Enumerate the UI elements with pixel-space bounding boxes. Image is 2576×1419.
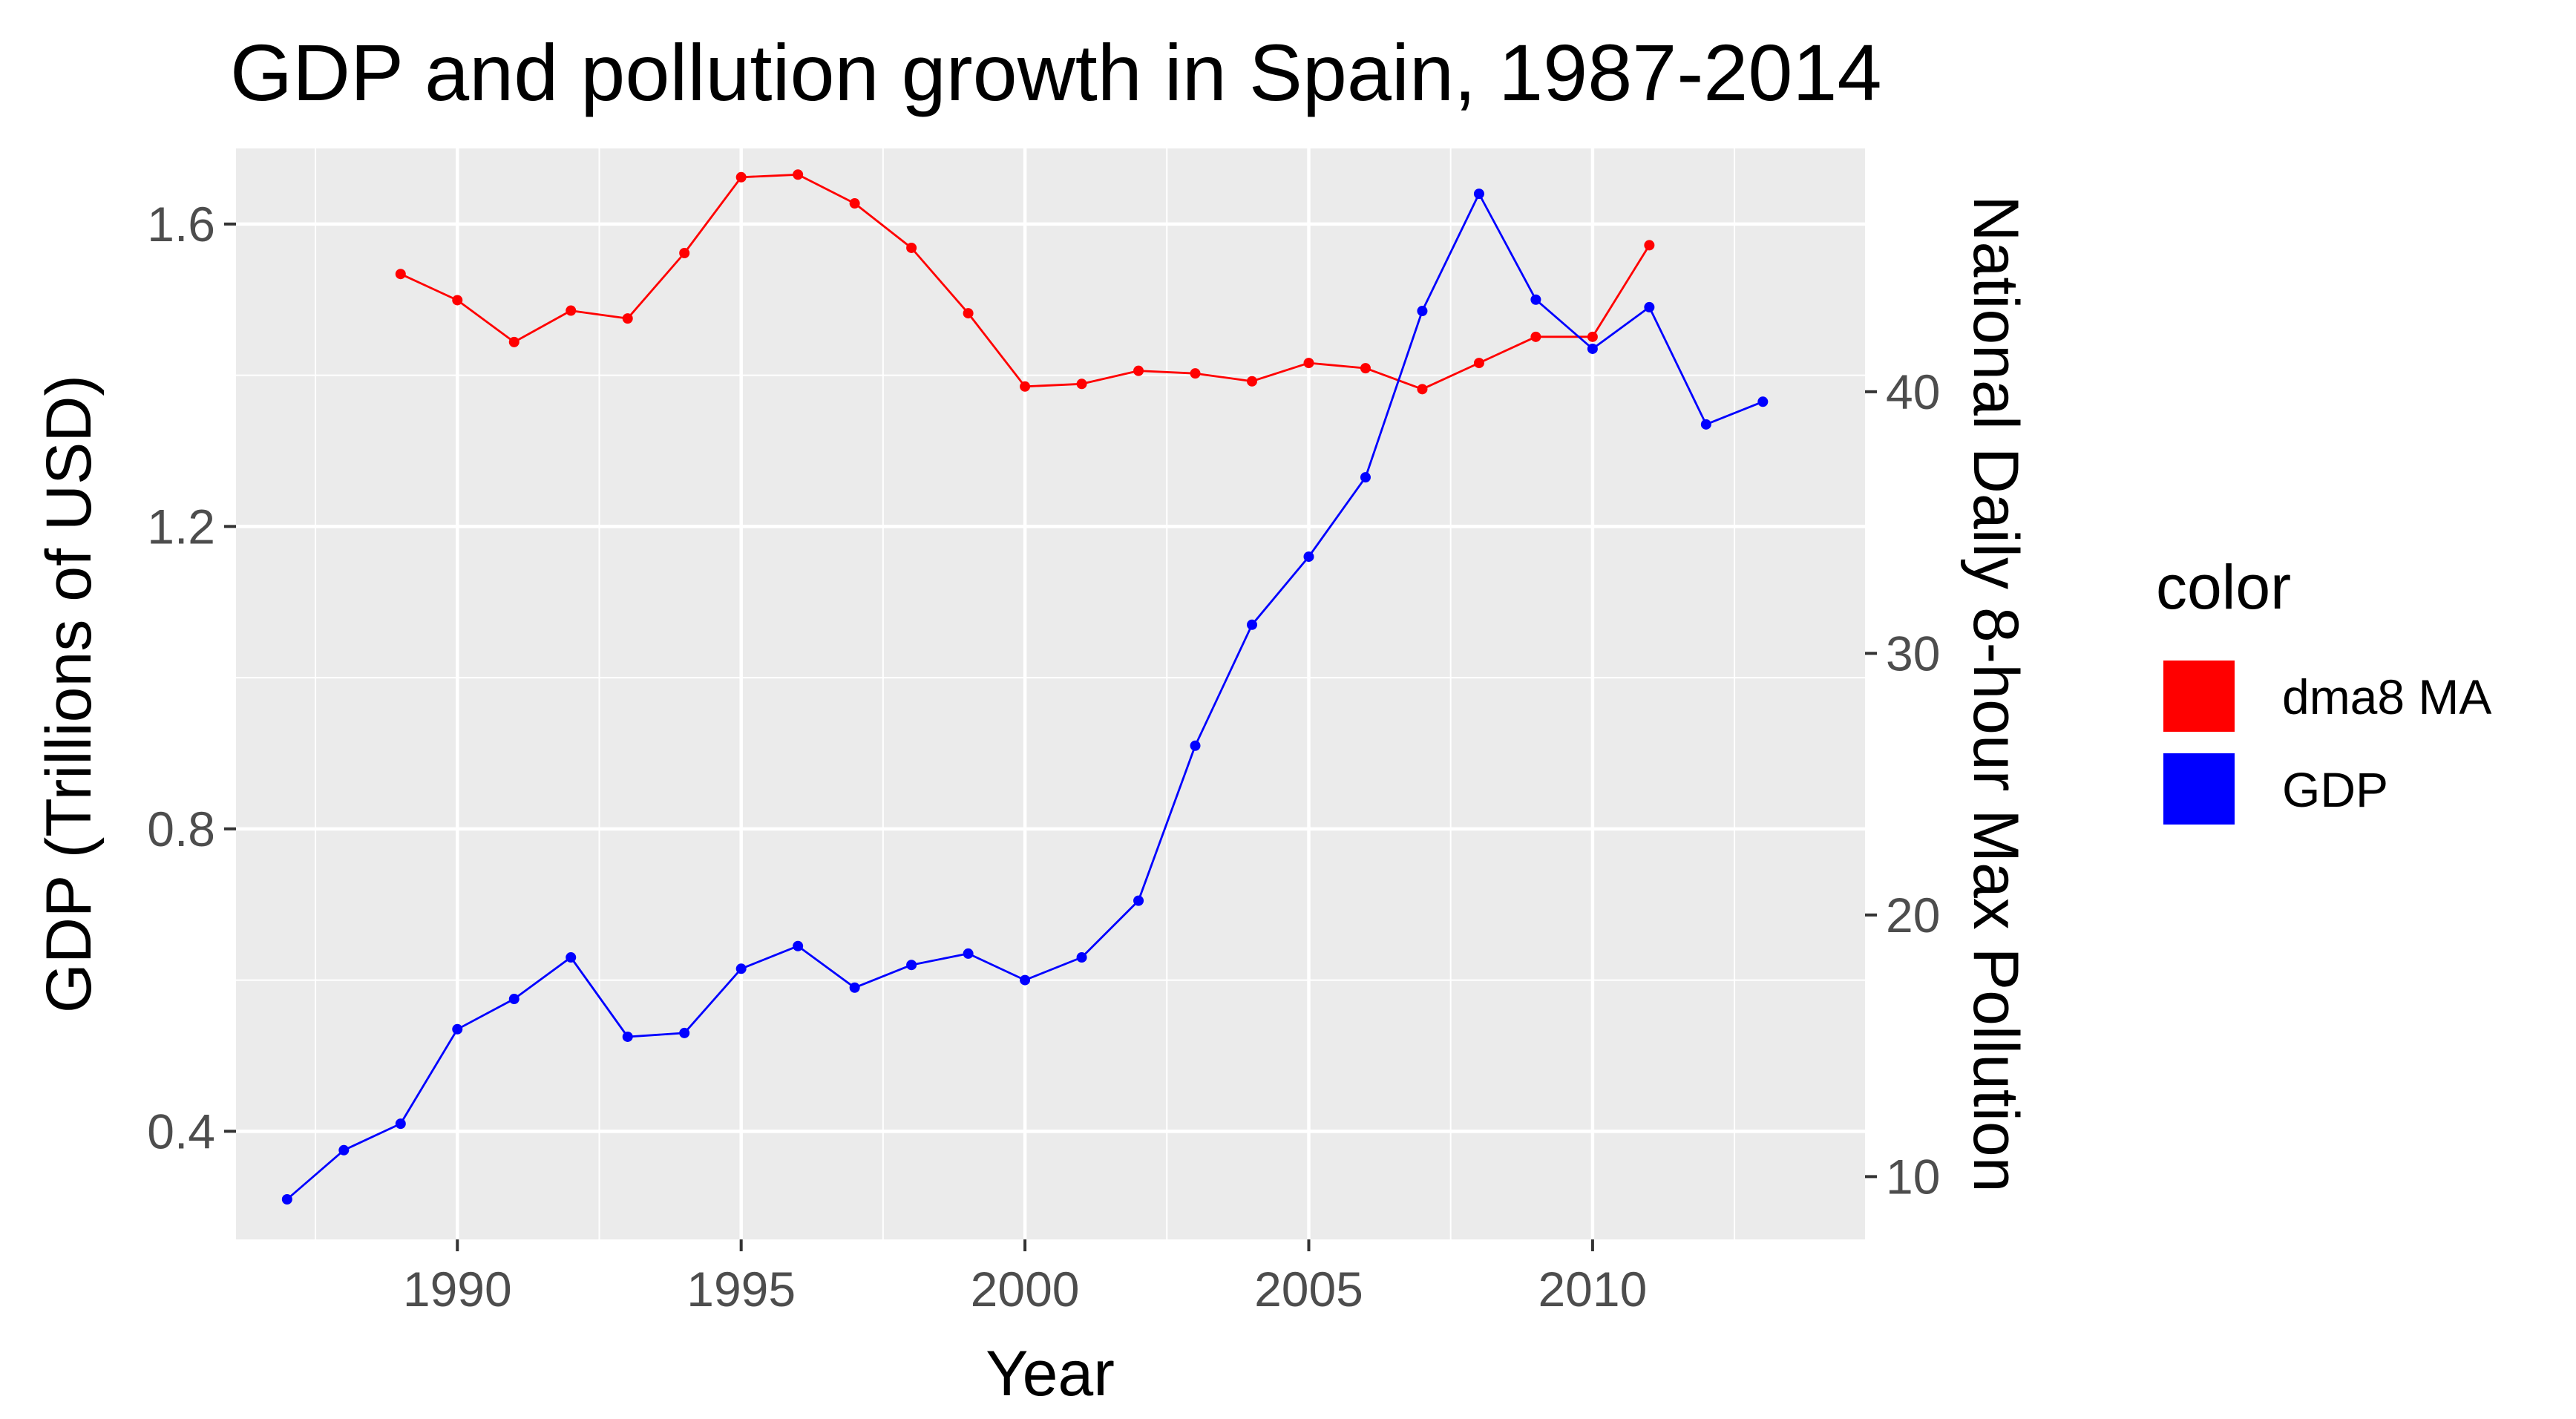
y-axis-left-title: GDP (Trillions of USD): [33, 375, 105, 1013]
y-left-tick-label: 0.8: [147, 802, 215, 856]
data-point-gdp: [1076, 952, 1087, 963]
data-point-dma8-ma: [395, 269, 406, 280]
y-axis-right-title: National Daily 8-hour Max Pollution: [1960, 195, 2031, 1192]
data-point-gdp: [338, 1144, 350, 1156]
data-point-gdp: [1644, 301, 1655, 312]
data-point-gdp: [1303, 551, 1314, 563]
data-point-gdp: [508, 994, 520, 1005]
data-point-gdp: [566, 952, 577, 963]
x-tick-label: 2000: [971, 1262, 1080, 1317]
legend-swatch-gdp: [2163, 753, 2235, 825]
data-point-gdp: [1587, 343, 1598, 354]
y-right-tick-label: 30: [1886, 626, 1940, 681]
y-right-tick-label: 40: [1886, 364, 1940, 419]
data-point-gdp: [1247, 619, 1258, 630]
data-point-dma8-ma: [1020, 381, 1031, 392]
series-layer: [281, 169, 1769, 1205]
data-point-gdp: [1473, 189, 1484, 200]
x-tick-label: 1995: [686, 1262, 796, 1317]
data-point-gdp: [1133, 895, 1144, 906]
legend-title: color: [2156, 552, 2291, 622]
data-point-dma8-ma: [1076, 378, 1087, 390]
axis-layer: 1990 1995 2000 2005 2010 0.4 0.8 1.2 1.6 10 20 30 40: [147, 197, 1940, 1317]
data-point-dma8-ma: [1303, 358, 1314, 369]
plot-panel: [236, 148, 1865, 1239]
data-point-dma8-ma: [1587, 331, 1598, 342]
data-point-gdp: [963, 948, 974, 959]
x-tick-label: 2010: [1538, 1262, 1647, 1317]
legend-swatch-dma8-ma: [2163, 661, 2235, 732]
data-point-gdp: [735, 963, 747, 974]
legend-label-gdp: GDP: [2282, 762, 2388, 817]
data-point-gdp: [1700, 419, 1711, 430]
y-left-tick-label: 1.2: [147, 499, 215, 554]
data-point-gdp: [1190, 740, 1201, 751]
data-point-dma8-ma: [1473, 358, 1484, 369]
data-point-dma8-ma: [452, 295, 463, 306]
data-point-gdp: [793, 940, 804, 951]
y-left-tick-label: 1.6: [147, 197, 215, 252]
x-tick-label: 1990: [403, 1262, 512, 1317]
data-point-dma8-ma: [1247, 376, 1258, 387]
data-point-dma8-ma: [679, 248, 690, 259]
data-point-dma8-ma: [622, 313, 633, 324]
data-point-gdp: [395, 1118, 406, 1130]
x-tick-label: 2005: [1254, 1262, 1363, 1317]
data-point-gdp: [622, 1031, 633, 1042]
data-point-dma8-ma: [566, 305, 577, 316]
data-point-dma8-ma: [793, 169, 804, 180]
data-point-dma8-ma: [1360, 363, 1371, 374]
data-point-dma8-ma: [849, 198, 860, 209]
legend: color dma8 MA GDP: [2156, 552, 2491, 825]
data-point-dma8-ma: [906, 242, 917, 253]
data-point-dma8-ma: [963, 308, 974, 319]
data-point-dma8-ma: [735, 171, 747, 183]
data-point-dma8-ma: [1417, 384, 1428, 395]
data-point-dma8-ma: [1190, 368, 1201, 379]
x-axis-title: Year: [986, 1338, 1115, 1409]
data-point-gdp: [1360, 472, 1371, 483]
y-left-tick-label: 0.4: [147, 1104, 215, 1159]
data-point-dma8-ma: [508, 336, 520, 347]
chart-title: GDP and pollution growth in Spain, 1987-…: [230, 27, 1882, 117]
data-point-gdp: [906, 960, 917, 971]
data-point-gdp: [679, 1027, 690, 1038]
data-point-gdp: [849, 982, 860, 993]
legend-label-dma8-ma: dma8 MA: [2282, 669, 2491, 724]
data-point-gdp: [452, 1023, 463, 1035]
data-point-dma8-ma: [1133, 365, 1144, 376]
data-point-gdp: [281, 1194, 292, 1205]
data-point-dma8-ma: [1530, 331, 1541, 342]
data-point-gdp: [1020, 974, 1031, 986]
data-point-gdp: [1417, 306, 1428, 317]
data-point-dma8-ma: [1644, 240, 1655, 251]
y-right-tick-label: 20: [1886, 888, 1940, 943]
grid-major: [236, 148, 1865, 1239]
data-point-gdp: [1530, 294, 1541, 305]
data-point-gdp: [1757, 396, 1769, 407]
y-right-tick-label: 10: [1886, 1149, 1940, 1204]
